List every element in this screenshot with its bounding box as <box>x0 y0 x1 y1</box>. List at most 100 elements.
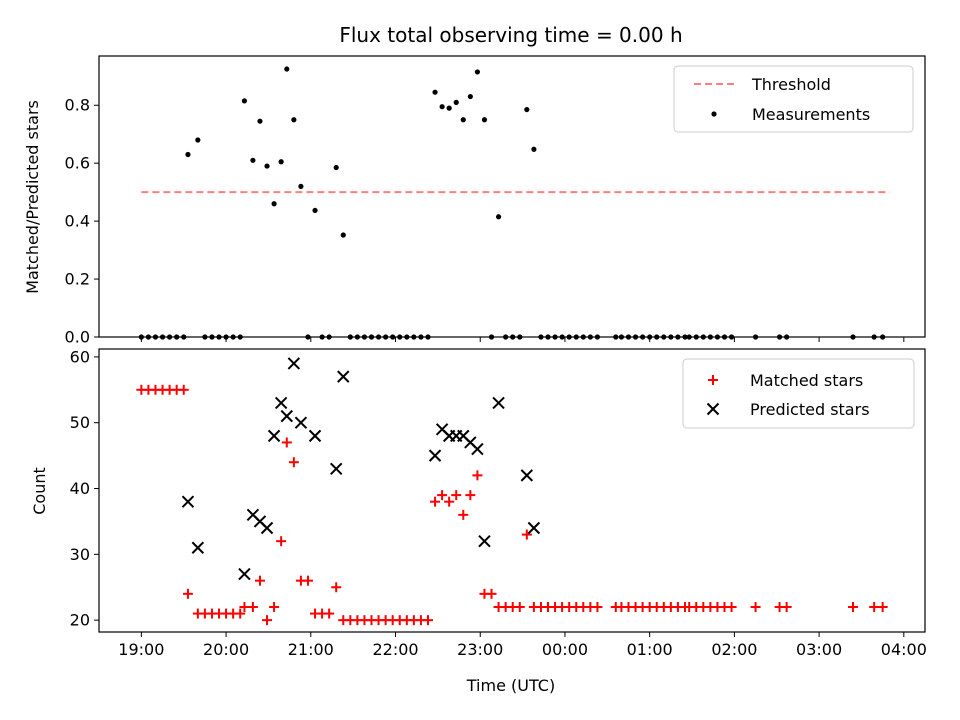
measurement-point <box>312 207 318 214</box>
x-stroke <box>246 508 260 522</box>
x-stroke <box>267 429 281 443</box>
matched-star-marker <box>331 582 342 593</box>
top-y-tick-label: 0.6 <box>65 154 90 173</box>
x-stroke <box>260 521 274 535</box>
predicted-star-marker <box>191 541 205 554</box>
matched-star-marker <box>254 575 265 586</box>
bottom-y-tick-label: 30 <box>70 545 90 564</box>
matched-star-marker <box>592 601 603 612</box>
matched-star-marker <box>486 588 497 599</box>
matched-star-marker <box>430 496 441 507</box>
x-stroke <box>294 416 308 429</box>
bottom-y-tick-label: 20 <box>70 611 90 630</box>
matched-star-marker <box>437 490 448 501</box>
x-stroke <box>471 442 484 456</box>
x-tick-label: 03:00 <box>796 640 842 659</box>
x-stroke <box>280 409 293 423</box>
bottom-y-tick-label: 50 <box>70 413 90 432</box>
predicted-star-marker <box>520 469 534 482</box>
x-stroke <box>492 396 505 410</box>
matched-star-marker <box>472 470 483 481</box>
legend-matched-swatch <box>708 375 718 385</box>
predicted-star-marker <box>287 357 301 370</box>
bottom-x-axis-label: Time (UTC) <box>466 676 555 695</box>
matched-star-marker <box>247 601 258 612</box>
matched-star-marker <box>458 509 469 520</box>
matched-star-marker <box>750 601 761 612</box>
measurement-point <box>453 99 459 105</box>
matched-star-marker <box>324 608 335 619</box>
top-plot-marks <box>138 66 890 340</box>
matched-star-marker <box>514 601 525 612</box>
predicted-star-marker <box>330 462 343 475</box>
x-stroke <box>457 429 470 443</box>
measurement-point <box>195 137 201 143</box>
bottom-legend-box <box>682 358 915 429</box>
bottom-plot-marks <box>136 357 888 626</box>
x-stroke <box>253 515 267 528</box>
top-plot: 0.00.20.40.60.8 Matched/Predicted stars … <box>23 55 926 347</box>
legend-matched-label: Matched stars <box>750 371 863 390</box>
x-tick-label: 04:00 <box>881 640 927 659</box>
top-axes: 0.0 0.2 0.4 0.6 0.8 <box>65 96 905 347</box>
predicted-star-marker <box>527 521 541 535</box>
top-plot-frame <box>98 55 926 338</box>
top-legend: Threshold Measurements <box>673 65 914 133</box>
x-tick-label: 19:00 <box>118 640 164 659</box>
matched-star-marker <box>262 615 273 626</box>
x-tick-label: 02:00 <box>711 640 757 659</box>
x-tick-label: 21:00 <box>288 640 334 659</box>
predicted-star-marker <box>280 409 293 423</box>
measurement-point <box>524 106 530 113</box>
x-stroke <box>435 423 449 436</box>
predicted-star-marker <box>267 429 281 443</box>
bottom-plot-frame <box>98 348 926 633</box>
measurement-point <box>257 118 263 124</box>
x-stroke <box>330 462 343 475</box>
top-y-tick-label: 0.0 <box>65 328 90 347</box>
matched-star-marker <box>877 601 888 612</box>
top-chart-title: Flux total observing time = 0.00 h <box>339 23 682 47</box>
matched-star-marker <box>781 601 792 612</box>
measurement-point <box>474 69 481 75</box>
bottom-plot: 20 30 40 50 60 19:00 20:00 21:00 22:00 23:00 00:00… <box>30 347 927 695</box>
top-legend-box <box>673 65 914 133</box>
measurement-point <box>241 98 248 104</box>
measurement-point <box>495 214 502 220</box>
matched-star-marker <box>235 608 246 619</box>
predicted-star-marker <box>181 495 195 508</box>
legend-predicted-swatch <box>706 402 720 416</box>
matched-star-marker <box>847 601 858 612</box>
measurement-point <box>481 117 488 123</box>
measurement-point <box>278 159 284 165</box>
legend-measurements-swatch <box>711 111 717 117</box>
x-stroke <box>181 495 195 508</box>
legend-plus-marker <box>708 375 718 385</box>
legend-measurements-label: Measurements <box>752 105 870 124</box>
matched-star-marker <box>269 601 280 612</box>
x-tick-label: 01:00 <box>627 640 673 659</box>
measurement-point <box>284 66 290 72</box>
x-stroke <box>464 436 477 449</box>
measurement-point <box>271 201 277 207</box>
measurement-point <box>531 146 537 152</box>
x-stroke <box>520 469 534 482</box>
top-y-axis-label: Matched/Predicted stars <box>23 100 42 294</box>
predicted-star-marker <box>274 396 288 410</box>
matched-star-marker <box>281 437 292 448</box>
measurement-point <box>250 157 256 163</box>
x-stroke <box>308 429 322 443</box>
x-tick-label: 20:00 <box>203 640 249 659</box>
predicted-star-marker <box>428 449 442 462</box>
matched-star-marker <box>444 496 455 507</box>
x-stroke <box>274 396 288 410</box>
measurement-point <box>185 151 191 158</box>
matched-star-marker <box>451 490 462 501</box>
measurement-point <box>446 105 452 111</box>
measurement-point <box>432 89 438 95</box>
measurement-point <box>439 104 445 110</box>
bottom-legend: Matched stars Predicted stars <box>682 358 915 429</box>
measurement-point <box>460 117 466 123</box>
predicted-star-marker <box>294 416 308 429</box>
x-tick-label: 00:00 <box>542 640 588 659</box>
